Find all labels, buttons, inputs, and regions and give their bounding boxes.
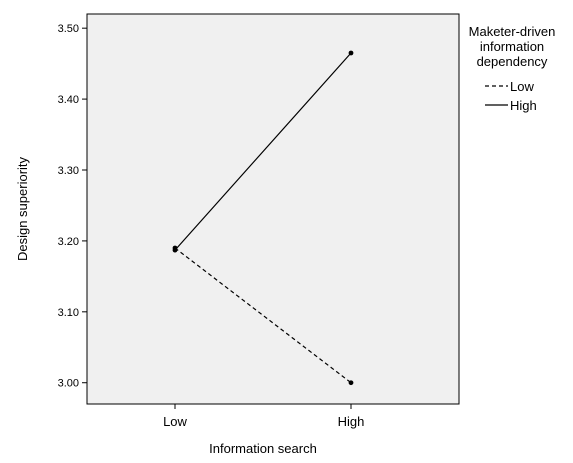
plot-area [86, 13, 460, 405]
legend-label-high: High [510, 98, 537, 113]
x-tick-label: High [338, 414, 365, 429]
series-layer [172, 50, 354, 386]
legend-label-low: Low [510, 79, 534, 94]
legend-title: dependency [477, 54, 548, 69]
series-line-high [174, 52, 352, 251]
x-axis-title: Information search [209, 441, 317, 456]
y-tick-label: 3.30 [58, 165, 79, 177]
y-tick-label: 3.00 [58, 378, 79, 390]
data-point-high [348, 50, 354, 56]
x-axis: Low High [163, 404, 364, 429]
x-tick-label: Low [163, 414, 187, 429]
legend-title: Maketer-driven [469, 24, 556, 39]
y-tick-label: 3.40 [58, 94, 79, 106]
data-point-high [172, 247, 178, 253]
data-point-low [348, 380, 354, 386]
y-tick-label: 3.50 [58, 23, 79, 35]
y-tick-label: 3.20 [58, 236, 79, 248]
y-tick-label: 3.10 [58, 307, 79, 319]
series-line-low [174, 247, 352, 384]
y-axis-title: Design superiority [15, 156, 30, 261]
legend-title: information [480, 39, 544, 54]
y-axis: 3.00 3.10 3.20 3.30 3.40 3.50 [58, 23, 87, 390]
